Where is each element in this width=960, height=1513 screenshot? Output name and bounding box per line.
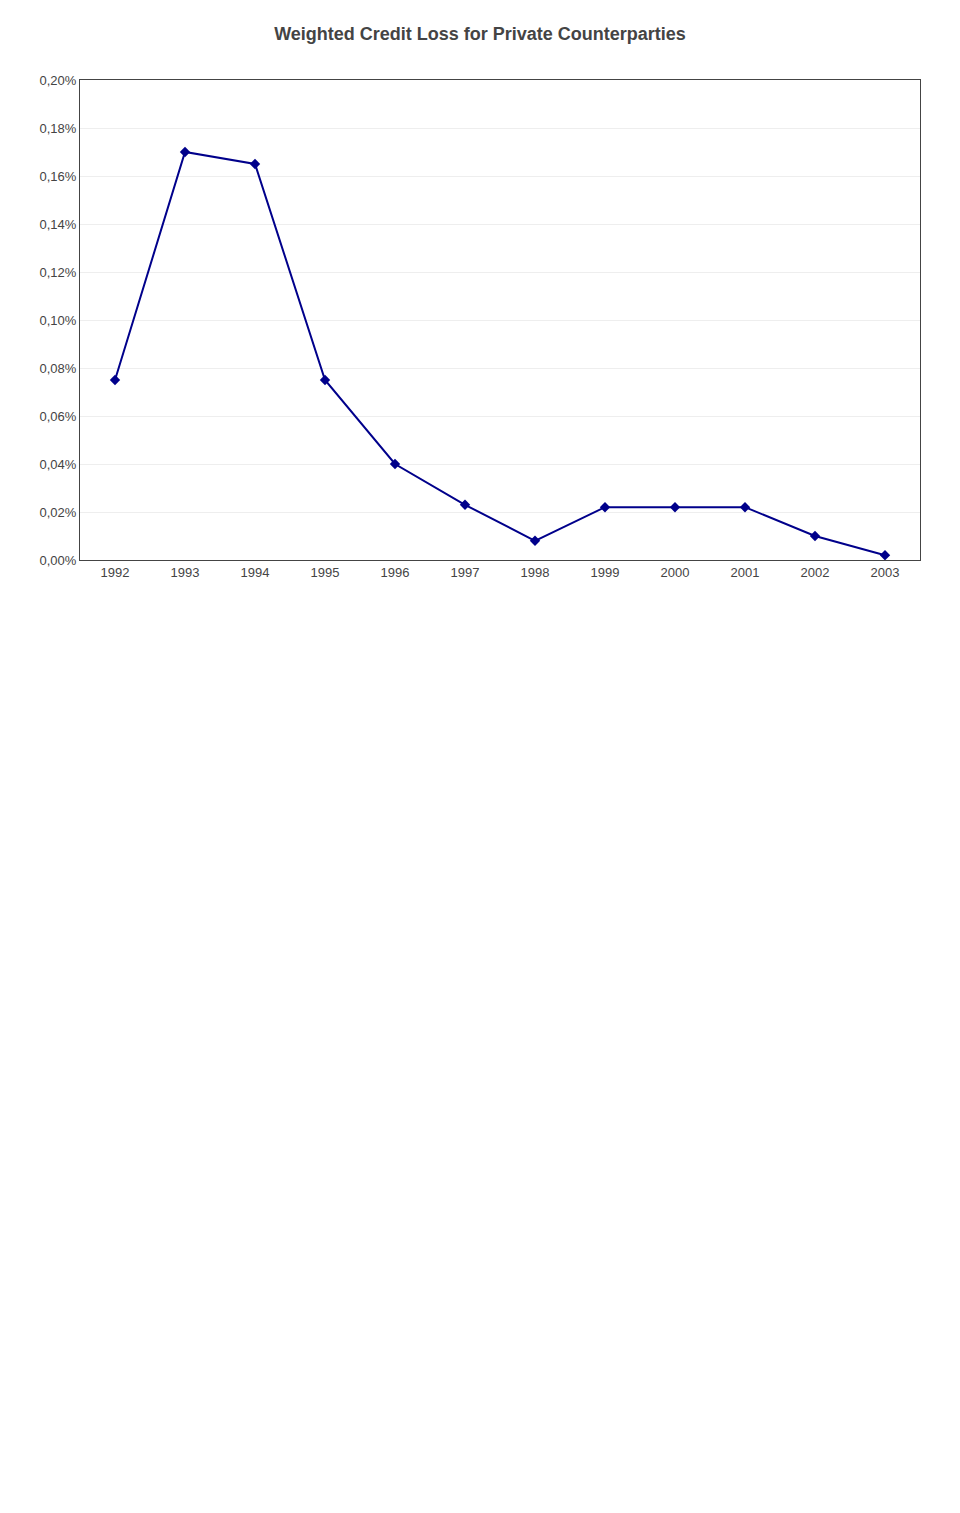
svg-text:0,04%: 0,04% <box>40 457 77 472</box>
svg-text:2003: 2003 <box>871 565 900 580</box>
svg-text:0,12%: 0,12% <box>40 265 77 280</box>
svg-text:2000: 2000 <box>661 565 690 580</box>
svg-text:0,00%: 0,00% <box>40 553 77 568</box>
svg-text:1998: 1998 <box>521 565 550 580</box>
svg-text:0,16%: 0,16% <box>40 169 77 184</box>
svg-text:0,06%: 0,06% <box>40 409 77 424</box>
svg-text:0,18%: 0,18% <box>40 121 77 136</box>
svg-text:2002: 2002 <box>801 565 830 580</box>
svg-text:0,20%: 0,20% <box>40 73 77 88</box>
svg-text:1994: 1994 <box>241 565 270 580</box>
svg-text:1992: 1992 <box>101 565 130 580</box>
svg-text:1997: 1997 <box>451 565 480 580</box>
svg-text:Weighted Credit Loss for Priva: Weighted Credit Loss for Private Counter… <box>274 24 686 44</box>
svg-text:1996: 1996 <box>381 565 410 580</box>
svg-text:0,10%: 0,10% <box>40 313 77 328</box>
svg-text:0,02%: 0,02% <box>40 505 77 520</box>
svg-text:2001: 2001 <box>731 565 760 580</box>
svg-text:0,08%: 0,08% <box>40 361 77 376</box>
svg-text:0,14%: 0,14% <box>40 217 77 232</box>
svg-text:1995: 1995 <box>311 565 340 580</box>
svg-text:1993: 1993 <box>171 565 200 580</box>
svg-text:1999: 1999 <box>591 565 620 580</box>
